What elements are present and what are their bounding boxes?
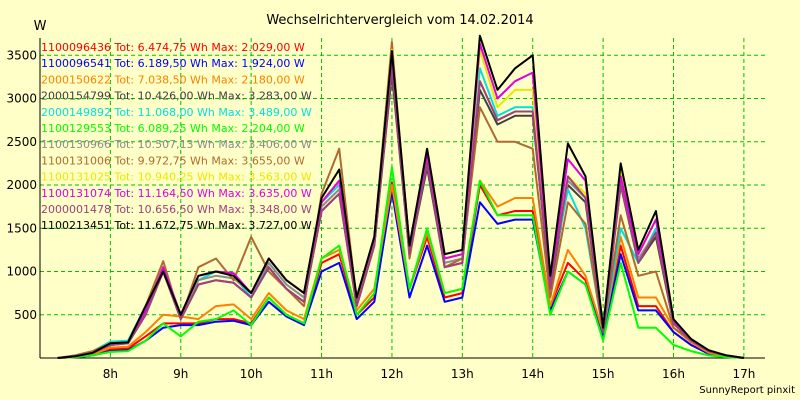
x-tick-label: 14h [521,367,544,381]
y-tick-label: 500 [14,308,37,322]
x-tick-label: 17h [732,367,755,381]
axes: 500 1000 1500 2000 2500 3000 3500 8h 9h 10h 11h 12h… [6,38,765,381]
x-tick-label: 15h [592,367,615,381]
legend-entry-1100096436: 1100096436 Tot: 6.474,75 Wh Max: 2.029,0… [41,41,305,54]
y-tick-label: 3500 [6,48,37,62]
x-tick-label: 12h [381,367,404,381]
x-tick-label: 8h [103,367,118,381]
legend-entry-1100131074: 1100131074 Tot: 11.164,50 Wh Max: 3.635,… [41,187,312,200]
legend-entry-1100131006: 1100131006 Tot: 9.972,75 Wh Max: 3.655,0… [41,154,305,167]
y-tick-label: 2000 [6,178,37,192]
x-tick-label: 10h [240,367,263,381]
y-tick-label: 3000 [6,92,37,106]
legend-entry-2000154799: 2000154799 Tot: 10.426,00 Wh Max: 3.283,… [41,90,312,103]
x-tick-label: 13h [451,367,474,381]
legend: 1100096436 Tot: 6.474,75 Wh Max: 2.029,0… [41,41,312,232]
legend-entry-1100096541: 1100096541 Tot: 6.189,50 Wh Max: 1.924,0… [41,57,305,70]
series-line-1100096541 [57,190,744,359]
legend-entry-2000150622: 2000150622 Tot: 7.038,50 Wh Max: 2.180,0… [41,73,305,86]
series-line-1100129553 [57,166,744,359]
legend-entry-1100130966: 1100130966 Tot: 10.507,13 Wh Max: 3.406,… [41,138,312,151]
x-tick-label: 16h [662,367,685,381]
y-tick-label: 1000 [6,265,37,279]
footer-credit: SunnyReport pinxit [699,385,795,396]
series-lines [57,34,745,359]
chart-title: Wechselrichtervergleich vom 14.02.2014 [266,13,533,28]
series-line-1100213451 [57,34,745,359]
grid-lines [40,38,765,358]
y-axis-label: W [34,19,47,34]
legend-entry-1100129553: 1100129553 Tot: 6.089,25 Wh Max: 2.204,0… [41,122,305,135]
legend-entry-1100213451: 1100213451 Tot: 11.672,75 Wh Max: 3.727,… [41,219,312,232]
y-tick-label: 2500 [6,135,37,149]
legend-entry-2000149892: 2000149892 Tot: 11.068,00 Wh Max: 3.489,… [41,106,312,119]
legend-entry-2000001478: 2000001478 Tot: 10.656,50 Wh Max: 3.348,… [41,203,312,216]
legend-entry-1100131025: 1100131025 Tot: 10.940,25 Wh Max: 3.563,… [41,171,312,184]
x-tick-label: 9h [173,367,188,381]
y-tick-label: 1500 [6,221,37,235]
series-line-2000150622 [57,179,744,359]
x-tick-label: 11h [310,367,333,381]
